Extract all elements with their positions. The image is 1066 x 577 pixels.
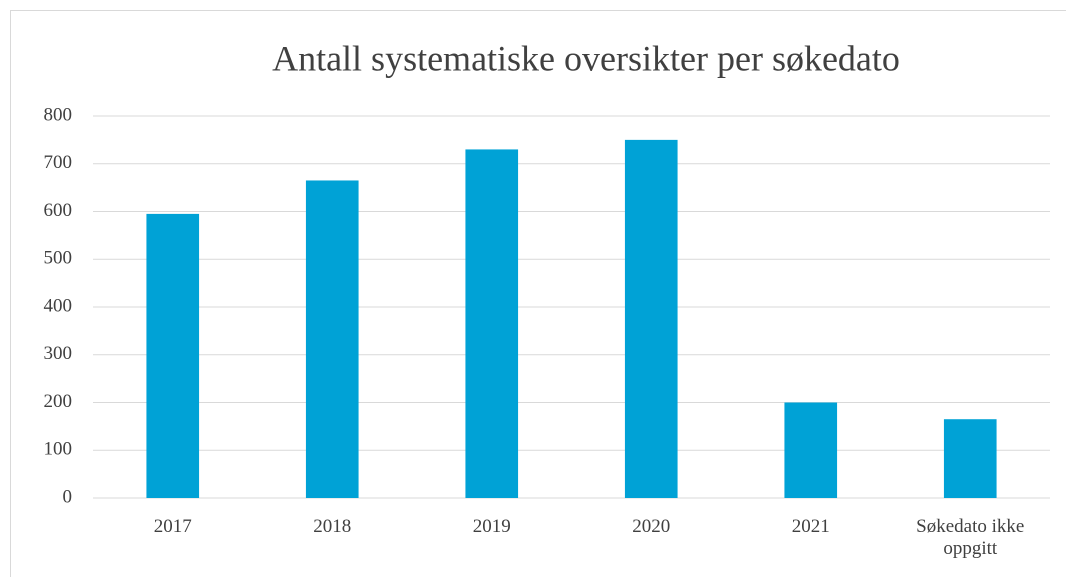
y-tick-label: 600 — [44, 200, 73, 221]
y-tick-label: 500 — [44, 248, 73, 269]
chart-title: Antall systematiske oversikter per søked… — [272, 38, 900, 78]
bar — [784, 402, 838, 498]
x-tick-label: 2017 — [153, 516, 192, 537]
y-tick-label: 200 — [44, 391, 73, 412]
x-tick-label: 2019 — [472, 516, 511, 537]
y-tick-label: 400 — [44, 295, 73, 316]
x-tick-label: 2020 — [632, 516, 671, 537]
bar — [624, 139, 678, 498]
bar — [465, 149, 519, 499]
x-tick-label: 2021 — [791, 516, 830, 537]
y-tick-label: 800 — [44, 104, 73, 125]
y-tick-label: 100 — [44, 439, 73, 460]
x-tick-label: Søkedato ikke oppgitt — [916, 516, 1025, 559]
bar — [146, 213, 200, 498]
chart-border — [10, 10, 1066, 577]
x-tick-label: 2018 — [313, 516, 352, 537]
bar — [305, 180, 359, 498]
y-tick-label: 700 — [44, 152, 73, 173]
bar — [943, 419, 997, 498]
y-tick-label: 0 — [63, 486, 73, 507]
y-tick-label: 300 — [44, 343, 73, 364]
